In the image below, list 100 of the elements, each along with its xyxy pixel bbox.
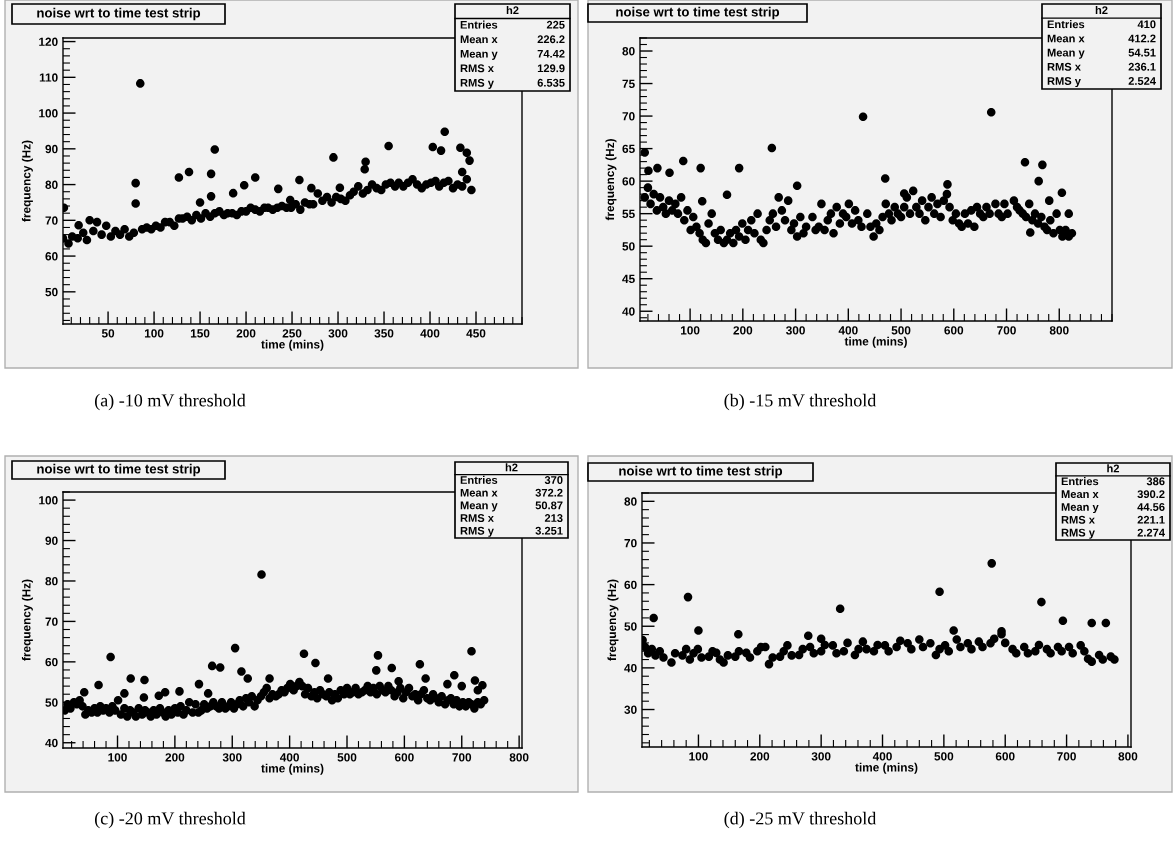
point [74, 221, 83, 230]
point [175, 687, 184, 696]
annotation: Mean x [1047, 34, 1085, 43]
point [683, 592, 693, 602]
x-tick-label: 250 [282, 329, 302, 338]
text: 372.2 [535, 488, 563, 497]
annotation: RMS y [460, 78, 494, 89]
point [858, 112, 868, 121]
text: h2 [505, 463, 518, 472]
point [986, 107, 996, 117]
point [206, 169, 216, 179]
point [120, 689, 129, 698]
point [361, 157, 370, 166]
point [767, 143, 777, 153]
point [215, 663, 225, 672]
point [243, 674, 253, 683]
x-tick-label: 100 [144, 329, 164, 338]
x-tick-label: 800 [1118, 752, 1138, 761]
point [935, 587, 944, 596]
y-tick-label: 60 [45, 252, 58, 261]
x-tick-label: 200 [236, 329, 256, 338]
text: Entries [1047, 20, 1085, 29]
x-tick-label: 100 [689, 752, 708, 761]
point [154, 691, 164, 701]
point [1087, 618, 1097, 628]
x-tick-label: 700 [997, 326, 1016, 335]
point [943, 180, 952, 189]
x-tick-label: 200 [165, 753, 185, 762]
point [329, 153, 338, 162]
point [644, 166, 653, 175]
text: h2 [1095, 5, 1108, 14]
text: 221.1 [1137, 515, 1165, 524]
text: h2 [506, 6, 519, 15]
point [1020, 157, 1030, 167]
x-tick-label: 600 [394, 753, 414, 762]
y-tick-label: 60 [624, 580, 637, 589]
y-tick-label: 120 [39, 37, 58, 46]
y-tick-label: 65 [622, 144, 635, 153]
point [1058, 616, 1068, 626]
point [880, 174, 890, 183]
x-tick-label: 400 [279, 753, 299, 762]
point [295, 175, 304, 185]
x-axis-title: time (mins) [844, 336, 907, 348]
annotation: Mean x [1061, 490, 1099, 499]
text: 370 [544, 476, 563, 484]
y-tick-label: 45 [622, 274, 635, 284]
point [792, 181, 802, 190]
x-tick-label: 200 [750, 752, 770, 761]
y-tick-label: 80 [45, 577, 58, 586]
point [694, 626, 703, 635]
text: 44.56 [1137, 503, 1165, 511]
annotation: RMS x [1061, 515, 1095, 524]
point [1025, 228, 1035, 237]
x-tick-label: 200 [733, 326, 753, 335]
point [421, 674, 430, 683]
y-tick-label: 75 [622, 79, 635, 88]
y-axis-title: frequency (Hz) [605, 139, 617, 221]
text: 412.2 [1128, 34, 1156, 43]
point [835, 604, 845, 614]
point [257, 570, 266, 579]
annotation: Mean y [460, 501, 498, 512]
point [210, 145, 220, 154]
point [174, 173, 184, 182]
point [335, 183, 345, 193]
y-tick-label: 80 [45, 180, 58, 189]
point [899, 189, 909, 198]
point [1038, 160, 1047, 170]
annotation: Mean y [1061, 503, 1099, 514]
x-tick-label: 400 [838, 326, 858, 335]
point [653, 163, 662, 173]
point [311, 658, 320, 668]
y-tick-label: 40 [45, 738, 58, 748]
text: Entries [460, 475, 498, 484]
text: 410 [1137, 20, 1156, 29]
point [428, 142, 438, 152]
point [465, 156, 474, 165]
chart-title: noise wrt to time test strip [619, 465, 783, 479]
text: 50.87 [535, 501, 563, 510]
x-axis-title: time (mins) [855, 762, 918, 774]
point [696, 163, 705, 173]
point [131, 178, 140, 188]
x-tick-label: 800 [1049, 326, 1069, 335]
text: 3.251 [535, 526, 563, 535]
text: (d) -25 mV threshold [724, 811, 877, 829]
point [194, 679, 204, 689]
y-tick-label: 90 [45, 144, 58, 154]
point [665, 168, 674, 177]
point [803, 631, 813, 641]
annotation: Mean y [460, 49, 498, 60]
point [387, 663, 397, 673]
text: 236.1 [1128, 62, 1156, 71]
point [94, 680, 103, 690]
point [415, 660, 425, 669]
point [384, 141, 393, 151]
y-tick-label: 40 [622, 307, 635, 316]
x-tick-label: 350 [374, 329, 394, 338]
point [470, 676, 480, 685]
text: Entries [1061, 477, 1099, 486]
point [457, 681, 467, 691]
text: 6.535 [537, 78, 565, 87]
